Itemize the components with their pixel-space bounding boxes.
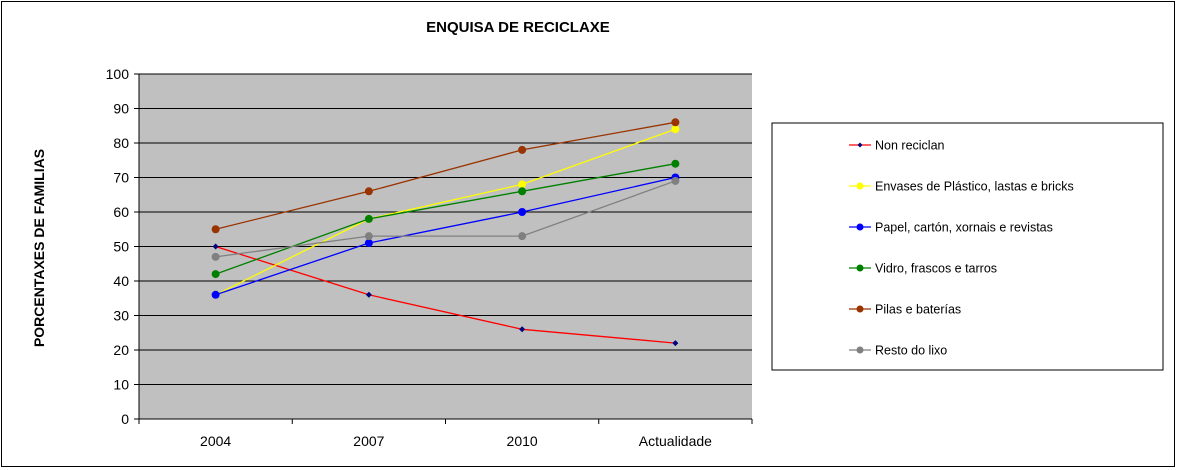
legend-item: Envases de Plástico, lastas e bricks xyxy=(849,180,1074,194)
legend-item: Pilas e baterías xyxy=(849,303,961,317)
data-point-marker xyxy=(856,223,864,231)
chart-title: ENQUISA DE RECICLAXE xyxy=(426,19,610,36)
series-line xyxy=(215,128,676,296)
y-tick-label: 50 xyxy=(113,239,129,255)
series-line xyxy=(215,245,676,344)
data-point-marker xyxy=(364,232,373,241)
y-tick-label: 90 xyxy=(113,101,129,117)
y-tick-label: 20 xyxy=(113,342,129,358)
data-point-marker xyxy=(518,208,527,216)
legend-label: Envases de Plástico, lastas e bricks xyxy=(875,180,1074,194)
legend-box xyxy=(771,122,1164,371)
data-point-marker xyxy=(211,270,220,279)
y-axis-label: PORCENTAXES DE FAMILIAS xyxy=(31,149,47,347)
data-point-marker xyxy=(856,305,864,313)
data-point-marker xyxy=(518,187,527,196)
series-6 xyxy=(211,176,680,261)
data-point-marker xyxy=(857,142,863,148)
x-tick-label: 2007 xyxy=(353,433,384,449)
data-point-marker xyxy=(518,145,527,154)
x-tick-labels: 2004 2007 2010 Actualidade xyxy=(200,433,712,449)
series-line xyxy=(215,176,676,296)
y-tick-label: 30 xyxy=(113,308,129,324)
series-lines xyxy=(211,118,680,347)
x-tick-label: 2004 xyxy=(200,433,231,449)
data-point-marker xyxy=(364,214,373,223)
data-point-marker xyxy=(211,290,220,299)
y-tick-label: 60 xyxy=(113,204,129,220)
legend-label: Vidro, frascos e tarros xyxy=(875,262,997,276)
y-tick-label: 80 xyxy=(113,135,129,151)
legend: Non reciclan Envases de Plástico, lastas … xyxy=(771,122,1164,371)
y-tick-label: 0 xyxy=(121,411,129,427)
legend-label: Non reciclan xyxy=(875,139,945,153)
data-point-marker xyxy=(212,243,219,250)
y-tick-label: 100 xyxy=(106,66,130,82)
series-5 xyxy=(211,118,680,234)
data-point-marker xyxy=(671,118,680,127)
legend-item: Vidro, frascos e tarros xyxy=(849,262,997,276)
data-point-marker xyxy=(364,239,373,248)
y-tick-labels: 0 10 20 30 40 50 60 70 80 90 100 xyxy=(106,66,130,427)
data-point-marker xyxy=(672,340,679,347)
series-line xyxy=(215,180,676,258)
x-tick-label: Actualidade xyxy=(639,433,712,449)
series-line xyxy=(215,121,676,230)
data-point-marker xyxy=(211,252,220,261)
x-tick-label: 2010 xyxy=(507,433,538,449)
data-point-marker xyxy=(856,346,864,354)
legend-label: Papel, cartón, xornais e revistas xyxy=(875,221,1053,235)
y-tick-label: 70 xyxy=(113,170,129,186)
series-1 xyxy=(212,243,679,347)
data-point-marker xyxy=(364,187,373,196)
data-point-marker xyxy=(519,326,526,333)
legend-label: Pilas e baterías xyxy=(875,303,961,317)
legend-item: Resto do lixo xyxy=(849,344,947,358)
legend-item: Non reciclan xyxy=(849,139,945,153)
data-point-marker xyxy=(365,291,372,298)
y-tick-label: 10 xyxy=(113,377,129,393)
data-point-marker xyxy=(671,176,680,185)
data-point-marker xyxy=(518,232,527,241)
data-point-marker xyxy=(211,225,220,234)
legend-label: Resto do lixo xyxy=(875,344,947,358)
data-point-marker xyxy=(671,159,680,168)
legend-item: Papel, cartón, xornais e revistas xyxy=(849,221,1053,235)
data-point-marker xyxy=(856,182,864,190)
gridlines xyxy=(139,73,752,385)
data-point-marker xyxy=(671,125,680,134)
data-point-marker xyxy=(856,264,864,272)
axes xyxy=(134,73,753,424)
data-point-marker xyxy=(518,180,527,189)
y-tick-label: 40 xyxy=(113,273,129,289)
